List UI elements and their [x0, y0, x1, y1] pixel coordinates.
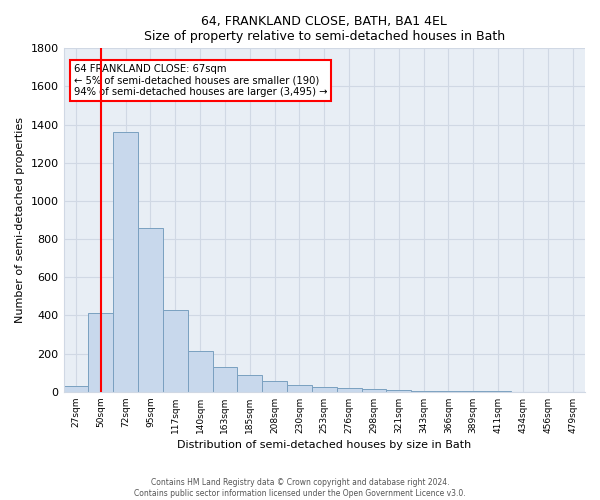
- Bar: [188, 351, 212, 392]
- Bar: [312, 387, 337, 392]
- Bar: [238, 374, 262, 392]
- Title: 64, FRANKLAND CLOSE, BATH, BA1 4EL
Size of property relative to semi-detached ho: 64, FRANKLAND CLOSE, BATH, BA1 4EL Size …: [144, 15, 505, 43]
- Bar: [138, 228, 163, 392]
- Bar: [337, 388, 362, 392]
- Bar: [436, 391, 461, 392]
- Bar: [386, 390, 411, 392]
- Bar: [64, 386, 88, 392]
- Bar: [113, 132, 138, 392]
- Bar: [262, 382, 287, 392]
- Text: 64 FRANKLAND CLOSE: 67sqm
← 5% of semi-detached houses are smaller (190)
94% of : 64 FRANKLAND CLOSE: 67sqm ← 5% of semi-d…: [74, 64, 328, 97]
- Text: Contains HM Land Registry data © Crown copyright and database right 2024.
Contai: Contains HM Land Registry data © Crown c…: [134, 478, 466, 498]
- X-axis label: Distribution of semi-detached houses by size in Bath: Distribution of semi-detached houses by …: [177, 440, 472, 450]
- Y-axis label: Number of semi-detached properties: Number of semi-detached properties: [15, 117, 25, 323]
- Bar: [411, 391, 436, 392]
- Bar: [163, 310, 188, 392]
- Bar: [362, 389, 386, 392]
- Bar: [287, 384, 312, 392]
- Bar: [212, 367, 238, 392]
- Bar: [88, 312, 113, 392]
